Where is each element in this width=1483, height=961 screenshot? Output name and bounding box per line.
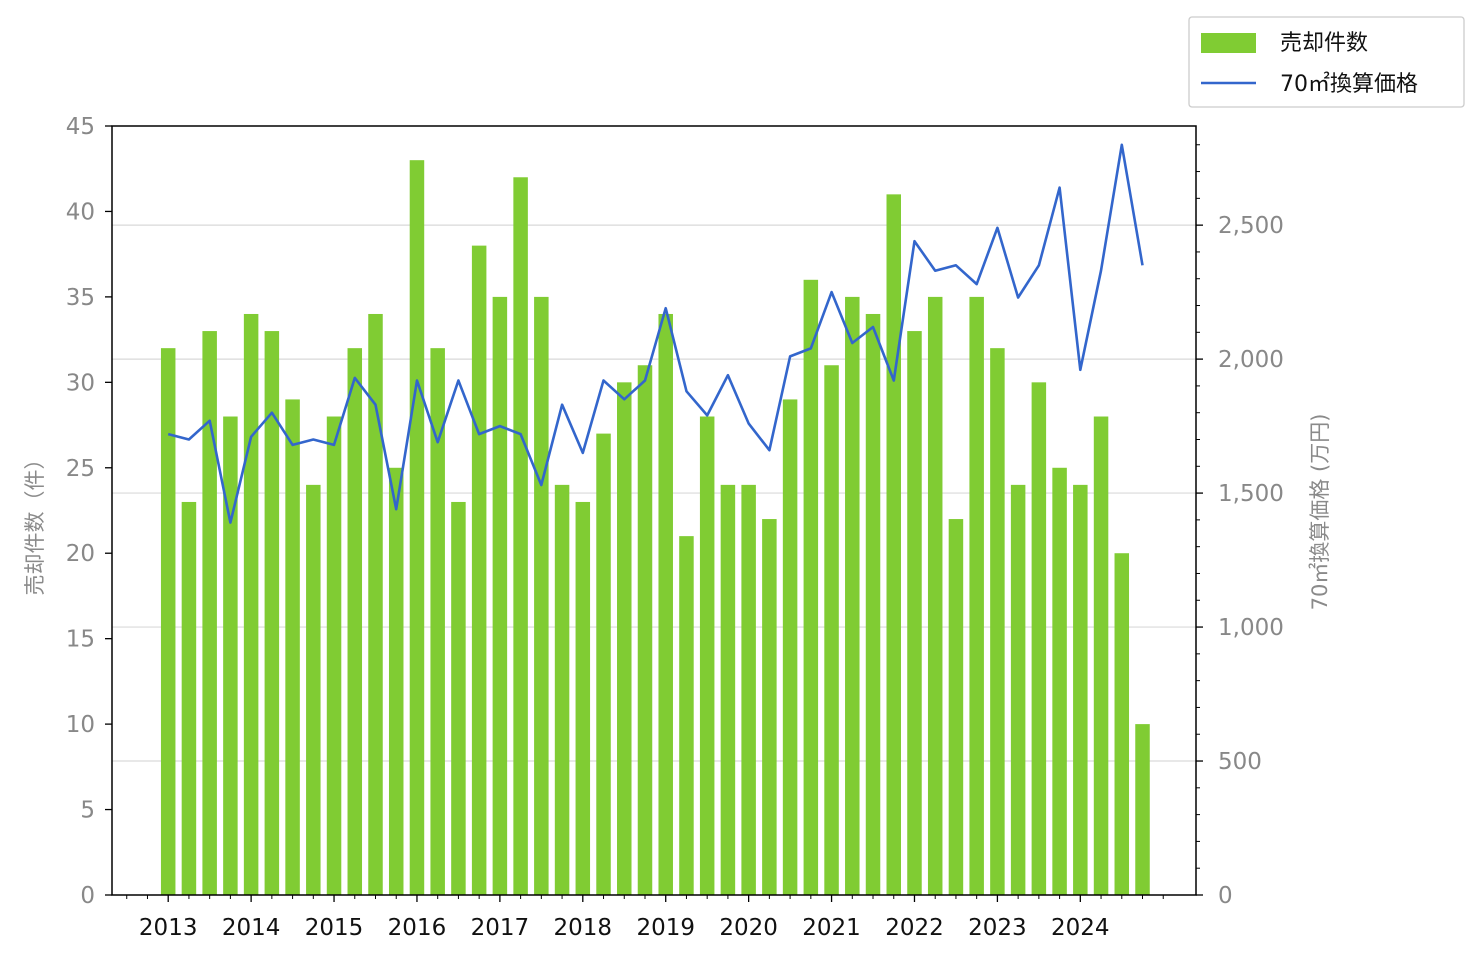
- bar: [554, 484, 570, 895]
- x-tick-label: 2023: [968, 915, 1027, 941]
- x-tick-label: 2024: [1051, 915, 1110, 941]
- bar: [575, 501, 591, 895]
- bar: [596, 433, 611, 895]
- bar: [637, 365, 653, 895]
- plot-frame: [111, 125, 1197, 896]
- x-tick-label: 2019: [636, 915, 695, 941]
- bar: [679, 536, 694, 895]
- bar: [513, 177, 528, 895]
- bar: [1052, 467, 1067, 895]
- left-tick-label: 15: [66, 627, 95, 653]
- legend: 売却件数 70㎡換算価格: [1188, 16, 1465, 108]
- bar: [969, 296, 984, 895]
- x-tick-label: 2017: [471, 915, 530, 941]
- legend-box: [1188, 16, 1465, 108]
- bar: [907, 331, 922, 896]
- legend-bar-swatch: [1201, 33, 1256, 53]
- bar: [845, 296, 860, 895]
- bar: [886, 194, 901, 895]
- bar: [181, 501, 197, 895]
- bar: [1135, 724, 1150, 895]
- bar: [326, 416, 342, 895]
- bar: [534, 296, 549, 895]
- x-tick-label: 2022: [885, 915, 944, 941]
- bar: [803, 279, 819, 895]
- bar: [202, 331, 217, 896]
- bar: [782, 399, 798, 895]
- bar: [927, 296, 943, 895]
- right-tick-label: 2,000: [1218, 347, 1284, 373]
- right-tick-label: 0: [1218, 883, 1233, 909]
- bar: [1031, 382, 1047, 895]
- bar: [824, 365, 839, 895]
- x-tick-label: 2018: [554, 915, 613, 941]
- left-tick-label: 5: [80, 798, 95, 824]
- left-axis: 0 5 10 15 20 25 30 35 40 45: [66, 114, 112, 909]
- left-tick-label: 45: [66, 114, 95, 140]
- bar: [347, 348, 363, 896]
- x-tick-label: 2015: [305, 915, 364, 941]
- bar: [741, 484, 756, 895]
- right-tick-label: 1,000: [1218, 615, 1284, 641]
- bar: [948, 519, 964, 895]
- bar: [699, 416, 715, 895]
- bar: [990, 348, 1005, 896]
- bar: [1073, 484, 1088, 895]
- bar: [368, 313, 383, 895]
- bar: [865, 313, 881, 895]
- bar: [223, 416, 238, 895]
- bar: [762, 519, 777, 895]
- legend-bar-label: 売却件数: [1280, 31, 1368, 56]
- bar: [160, 348, 176, 896]
- left-tick-label: 20: [66, 541, 95, 567]
- bar: [720, 484, 736, 895]
- price-line: [167, 143, 1144, 524]
- right-tick-label: 500: [1218, 749, 1262, 775]
- left-tick-label: 30: [66, 370, 95, 396]
- bar: [1114, 553, 1130, 895]
- left-tick-label: 35: [66, 285, 95, 311]
- bar: [492, 296, 508, 895]
- right-axis: 0 500 1,000 1,500 2,000 2,500: [1196, 144, 1284, 909]
- bar-series: [160, 160, 1150, 896]
- x-tick-label: 2021: [802, 915, 861, 941]
- right-axis-label: 70㎡換算価格 (万円): [1308, 414, 1332, 611]
- bar: [243, 313, 259, 895]
- bar: [617, 382, 632, 895]
- x-tick-label: 2014: [222, 915, 281, 941]
- bar: [658, 313, 673, 895]
- left-tick-label: 25: [66, 456, 95, 482]
- bar: [430, 348, 445, 896]
- left-axis-label: 売却件数（件）: [23, 449, 47, 596]
- bar: [471, 245, 487, 896]
- bar: [264, 331, 280, 896]
- x-tick-label: 2013: [139, 915, 198, 941]
- legend-line-label: 70㎡換算価格: [1280, 71, 1418, 97]
- bar: [409, 160, 425, 895]
- x-axis: 2013 2014 2015 2016 2017 2018 2019 2020 2021 2022…: [126, 895, 1164, 941]
- left-tick-label: 10: [66, 712, 95, 738]
- right-tick-label: 1,500: [1218, 481, 1284, 507]
- x-tick-label: 2016: [388, 915, 447, 941]
- bar: [1010, 484, 1026, 895]
- bar: [285, 399, 300, 895]
- left-tick-label: 0: [80, 883, 95, 909]
- bar: [1093, 416, 1109, 895]
- x-tick-label: 2020: [719, 915, 778, 941]
- bar: [306, 484, 321, 895]
- left-tick-label: 40: [66, 199, 95, 225]
- bar: [451, 501, 466, 895]
- bar: [388, 467, 404, 895]
- right-tick-label: 2,500: [1218, 213, 1284, 239]
